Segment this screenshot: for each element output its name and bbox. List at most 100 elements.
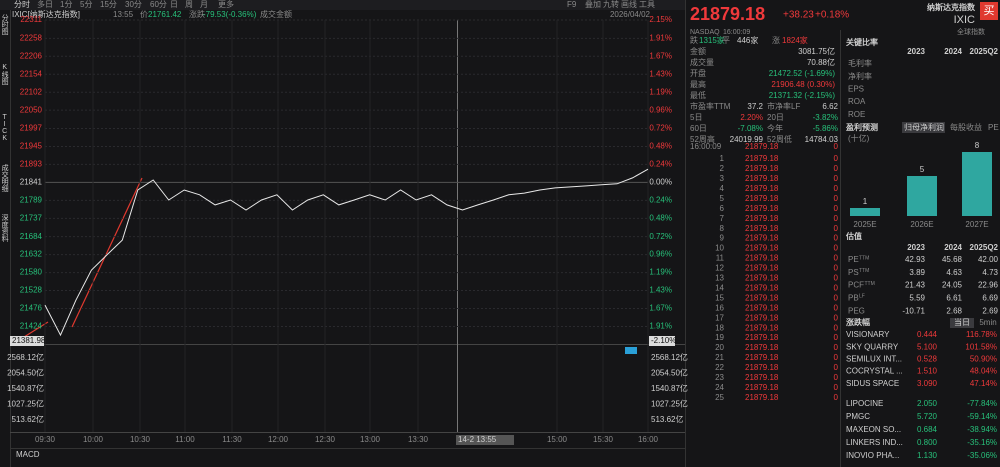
label: 0 [834, 283, 839, 292]
label: 19 [715, 333, 724, 342]
label: 21684 [20, 232, 43, 241]
label[interactable]: K线图 [1, 64, 9, 86]
label: 0 [834, 204, 839, 213]
label: IXIC [954, 14, 975, 26]
label[interactable]: VISIONARY [846, 330, 890, 339]
label: 21737 [20, 213, 43, 222]
label: PB [848, 294, 859, 303]
bar [850, 208, 880, 216]
label: 2.15% [649, 15, 672, 24]
label: 市净率LF [767, 101, 800, 111]
label: 13 [715, 274, 724, 283]
tab-active[interactable] [950, 318, 974, 328]
label: 1 [720, 154, 725, 163]
label: 2.050 [917, 399, 938, 408]
label[interactable]: 60分 [150, 0, 167, 9]
label: 12:30 [315, 435, 336, 444]
label: 3.89 [909, 268, 925, 277]
label[interactable]: 归母净利润 [904, 122, 944, 132]
label[interactable]: 更多 [218, 0, 234, 9]
label[interactable]: 5分 [80, 0, 92, 9]
label: 4 [720, 184, 725, 193]
label[interactable]: 工具 [639, 0, 655, 9]
label[interactable]: COCRYSTAL ... [846, 367, 903, 376]
label[interactable]: SEMILUX INT... [846, 355, 902, 364]
label: (十亿) [848, 133, 870, 143]
label[interactable]: LIPOCINE [846, 399, 883, 408]
label[interactable]: 30分 [125, 0, 142, 9]
label: 513.62亿 [12, 414, 44, 424]
label[interactable]: 每股收益 [950, 122, 982, 132]
label[interactable]: MAXEON SO... [846, 425, 901, 434]
label[interactable]: 分时图 [1, 13, 9, 36]
buy-button[interactable] [980, 2, 998, 20]
label: PCF [848, 281, 864, 290]
tab-active[interactable] [902, 122, 945, 133]
label: 0 [834, 234, 839, 243]
label: 6 [720, 204, 725, 213]
label[interactable]: 分时 [14, 0, 30, 9]
label: 2568.12亿 [651, 352, 688, 362]
label[interactable]: SKY QUARRY [846, 342, 899, 351]
label: +0.18% [815, 10, 849, 21]
label[interactable]: TICK [1, 114, 8, 142]
label: 6.69 [982, 294, 998, 303]
label: 1.510 [917, 367, 938, 376]
label: 21381.98 [12, 336, 46, 345]
label: 成交量 [690, 57, 714, 67]
label[interactable]: INOVIO PHA... [846, 451, 899, 460]
label[interactable]: 成交明细 [1, 163, 9, 193]
label[interactable]: 1分 [60, 0, 72, 9]
label: 42.00 [978, 255, 999, 264]
label[interactable]: PMGC [846, 412, 870, 421]
label: 10 [715, 244, 724, 253]
label: 全球指数 [957, 27, 985, 36]
label[interactable]: 日 [170, 0, 178, 9]
label[interactable]: F9 [567, 0, 577, 9]
label: 0.444 [917, 330, 938, 339]
label[interactable]: 5min [979, 318, 996, 327]
label: +38.23 [783, 10, 814, 21]
label: 4.73 [982, 268, 998, 277]
marker [625, 347, 637, 354]
label: IXIC[纳斯达克指数] [12, 9, 80, 19]
label: 21879.18 [745, 142, 779, 151]
label[interactable]: PE [988, 123, 999, 132]
label: 16:00:09 [723, 29, 750, 36]
label: NASDAQ [690, 29, 720, 36]
label: 21632 [20, 250, 43, 259]
label: 5日 [690, 113, 702, 122]
label[interactable]: 周 [185, 0, 193, 9]
label: -79.53(-0.36%) [203, 10, 257, 19]
label[interactable]: 九转 [603, 0, 619, 9]
label: 市盈率TTM [690, 101, 731, 111]
label: 25 [715, 393, 724, 402]
label[interactable]: 深度资料 [1, 213, 9, 243]
label: 48.04% [970, 367, 997, 376]
label: 0 [834, 393, 839, 402]
label: 21945 [20, 142, 43, 151]
label: 11:30 [222, 435, 242, 444]
label[interactable]: 叠加 [585, 0, 601, 9]
label[interactable]: LINKERS IND... [846, 438, 903, 447]
label: 1.67% [649, 304, 672, 313]
label[interactable]: 当日 [954, 317, 970, 327]
label: 毛利率 [848, 58, 872, 68]
label: 60日 [690, 124, 707, 133]
label[interactable]: 多日 [37, 0, 53, 9]
label: 9 [720, 234, 725, 243]
label: 17 [715, 313, 724, 322]
label: 2025E [853, 220, 876, 229]
label: 涨 [772, 35, 780, 45]
label[interactable]: 月 [200, 0, 208, 9]
label[interactable]: 15分 [100, 0, 117, 9]
label: -38.94% [967, 425, 997, 434]
label: 21879.18 [745, 204, 779, 213]
label: 7 [720, 214, 725, 223]
label: 21528 [20, 286, 43, 295]
label[interactable]: 画线 [621, 0, 637, 9]
label[interactable]: SIDUS SPACE [846, 379, 899, 388]
label: 4.63 [946, 268, 962, 277]
label[interactable]: 买 [984, 4, 995, 17]
label: 平 [722, 36, 730, 45]
